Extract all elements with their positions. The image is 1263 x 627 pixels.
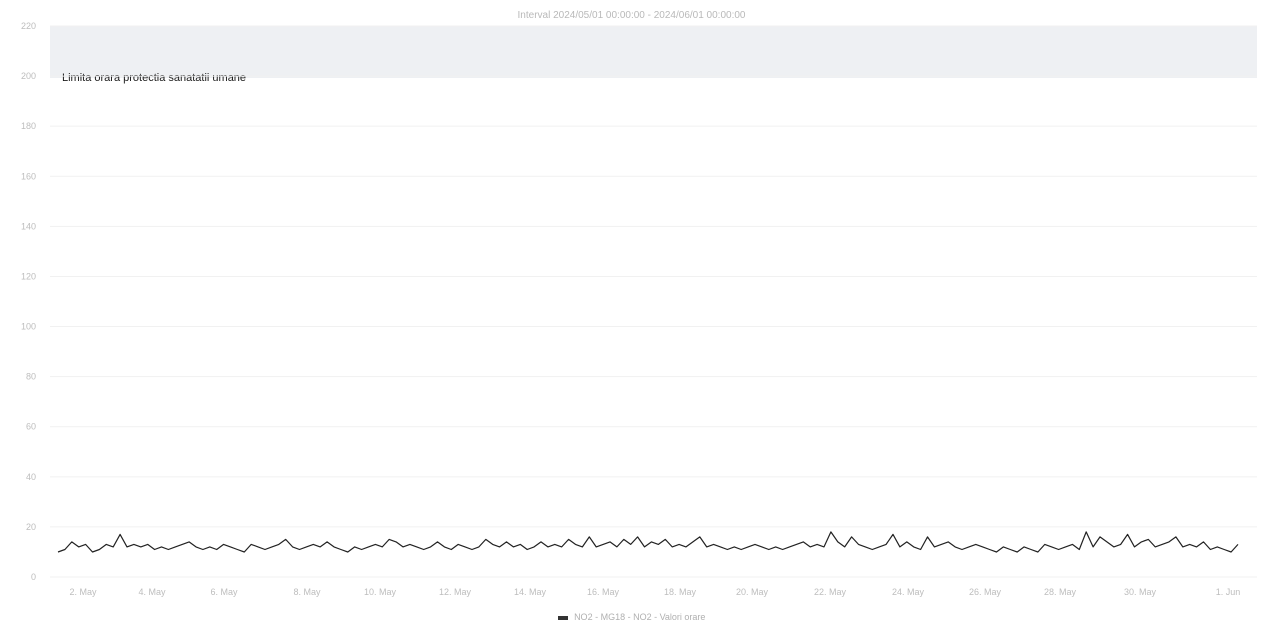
y-tick-label: 180 [21,121,36,131]
chart-title: Interval 2024/05/01 00:00:00 - 2024/06/0… [517,10,746,21]
x-tick-label: 14. May [514,587,547,597]
x-tick-label: 20. May [736,587,769,597]
y-tick-label: 160 [21,171,36,181]
y-tick-label: 220 [21,21,36,31]
legend[interactable]: NO2 - MG18 - NO2 - Valori orare [0,612,1263,622]
y-tick-label: 140 [21,221,36,231]
x-tick-label: 8. May [293,587,321,597]
limit-label: Limita orara protectia sanatatii umane [62,72,247,84]
y-tick-label: 60 [26,422,36,432]
y-tick-label: 40 [26,472,36,482]
x-tick-label: 18. May [664,587,697,597]
x-tick-label: 12. May [439,587,472,597]
y-tick-label: 0 [31,572,36,582]
x-tick-label: 6. May [210,587,238,597]
x-tick-label: 26. May [969,587,1002,597]
legend-label: NO2 - MG18 - NO2 - Valori orare [574,612,706,622]
x-tick-label: 10. May [364,587,397,597]
y-tick-label: 100 [21,322,36,332]
x-tick-label: 16. May [587,587,620,597]
y-tick-label: 200 [21,71,36,81]
x-tick-label: 24. May [892,587,925,597]
y-tick-label: 120 [21,271,36,281]
x-tick-label: 1. Jun [1216,587,1241,597]
limit-band [50,26,1257,78]
y-tick-label: 20 [26,522,36,532]
x-tick-label: 22. May [814,587,847,597]
series-line [57,531,1239,553]
x-tick-label: 30. May [1124,587,1157,597]
x-tick-label: 2. May [69,587,97,597]
x-tick-label: 4. May [138,587,166,597]
y-tick-label: 80 [26,372,36,382]
x-tick-label: 28. May [1044,587,1077,597]
legend-marker [557,615,568,620]
